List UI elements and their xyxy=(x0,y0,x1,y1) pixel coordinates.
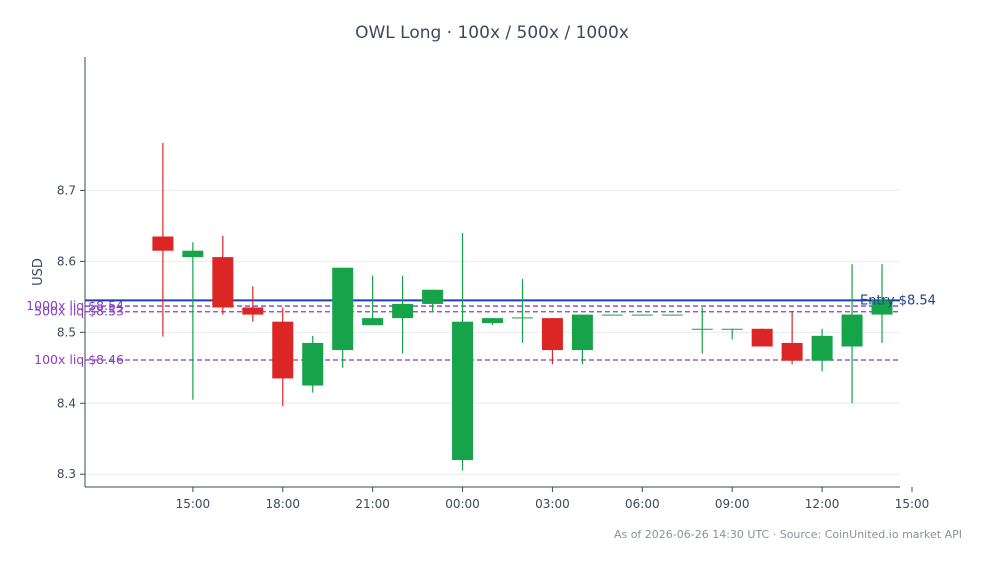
x-tick-label: 09:00 xyxy=(715,497,750,511)
candle-body xyxy=(152,236,174,251)
candle-up xyxy=(721,328,743,340)
candle-body xyxy=(811,335,833,361)
y-tick-label: 8.7 xyxy=(57,183,76,197)
candle-body xyxy=(541,318,563,351)
x-tick-label: 15:00 xyxy=(176,497,211,511)
candle-up xyxy=(392,275,414,354)
candle-down xyxy=(212,235,234,315)
y-tick-label: 8.6 xyxy=(57,254,76,268)
liquidation-label: 1000x liq $8.54 xyxy=(26,298,124,313)
y-tick-label: 8.5 xyxy=(57,325,76,339)
y-ticks: 8.3 8.4 8.5 8.6 8.7 xyxy=(57,183,85,481)
y-tick-label: 8.4 xyxy=(57,396,76,410)
liquidation-label: 500x liq $8.53 xyxy=(34,304,124,319)
candle-down xyxy=(272,307,294,407)
candle-body xyxy=(721,328,743,330)
axes xyxy=(84,57,900,488)
x-tick-label: 12:00 xyxy=(805,497,840,511)
candle-up xyxy=(691,307,713,354)
candle-body xyxy=(212,257,234,308)
candle-up xyxy=(482,318,503,326)
candle-up xyxy=(841,264,863,404)
entry-label: Entry $8.54 xyxy=(860,293,936,308)
x-tick-label: 18:00 xyxy=(265,497,300,511)
candle-body xyxy=(362,318,384,326)
candle-body xyxy=(422,289,444,304)
candle-body xyxy=(482,318,503,324)
candle-up xyxy=(302,335,324,393)
candle-up xyxy=(661,314,683,316)
candle-body xyxy=(242,307,264,315)
candle-body xyxy=(302,342,324,386)
candle-down xyxy=(541,318,563,365)
candle-body xyxy=(332,267,354,351)
x-tick-label: 03:00 xyxy=(535,497,570,511)
x-tick-label: 06:00 xyxy=(625,497,660,511)
candle-body xyxy=(571,314,593,351)
candle-up xyxy=(601,314,623,316)
candle-body xyxy=(182,250,204,258)
candle-up xyxy=(871,264,893,343)
candle-body xyxy=(631,314,653,316)
candle-up xyxy=(452,232,474,471)
candle-body xyxy=(511,317,533,319)
candle-body xyxy=(781,342,803,361)
candle-up xyxy=(631,314,653,316)
candle-up xyxy=(571,314,593,365)
candle-up xyxy=(362,275,384,326)
candle-up xyxy=(422,289,444,312)
candle-down xyxy=(242,286,264,322)
candles xyxy=(152,142,893,471)
candle-body xyxy=(691,328,713,330)
candle-body xyxy=(661,314,683,316)
x-tick-label: 00:00 xyxy=(445,497,480,511)
candle-down xyxy=(751,328,773,347)
candle-body xyxy=(841,314,863,347)
candle-body xyxy=(392,303,414,319)
candle-body xyxy=(452,321,474,461)
candle-down xyxy=(781,311,803,365)
candle-up xyxy=(511,279,533,343)
x-tick-label: 21:00 xyxy=(355,497,390,511)
y-tick-label: 8.3 xyxy=(57,467,76,481)
x-tick-label: 15:00 xyxy=(895,497,930,511)
footer-note: As of 2026-06-26 14:30 UTC · Source: Coi… xyxy=(614,528,962,541)
candle-up xyxy=(332,267,354,368)
candle-up xyxy=(811,328,833,372)
candle-body xyxy=(272,321,294,379)
candle-down xyxy=(152,142,174,337)
candle-body xyxy=(871,300,893,315)
x-ticks: 15:00 18:00 21:00 00:00 03:00 06:00 09:00 12:00… xyxy=(176,487,930,511)
liquidation-label: 100x liq $8.46 xyxy=(34,352,124,367)
candle-body xyxy=(601,314,623,316)
y-axis-label: USD xyxy=(31,258,46,286)
candle-body xyxy=(751,328,773,347)
chart-title: OWL Long · 100x / 500x / 1000x xyxy=(355,23,629,43)
candle-up xyxy=(182,242,204,400)
